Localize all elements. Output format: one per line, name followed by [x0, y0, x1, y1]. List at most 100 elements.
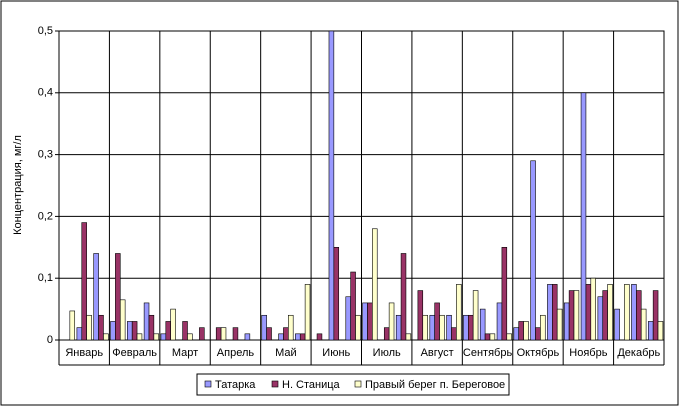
- y-tick-label: 0,5: [38, 25, 53, 37]
- bar: [383, 327, 390, 341]
- bar: [299, 333, 306, 341]
- bar: [590, 277, 596, 341]
- bar: [657, 321, 664, 341]
- bar: [136, 333, 143, 341]
- bar: [153, 333, 160, 341]
- bar: [614, 308, 620, 341]
- bar: [513, 327, 520, 341]
- x-tick-label: Декабрь: [617, 347, 660, 359]
- legend-label: Н. Станица: [282, 379, 341, 391]
- bar: [333, 247, 340, 341]
- bar: [624, 284, 630, 341]
- bar: [98, 314, 104, 341]
- bar: [143, 302, 150, 341]
- bar: [631, 284, 637, 341]
- bar: [115, 253, 121, 341]
- bar: [439, 314, 445, 341]
- bar: [350, 271, 356, 341]
- bar: [395, 314, 402, 341]
- bar: [568, 290, 575, 341]
- x-tick-label: Август: [421, 347, 454, 359]
- bar: [479, 308, 486, 341]
- bar: [388, 302, 395, 341]
- bar: [345, 296, 351, 341]
- bar: [434, 302, 440, 341]
- bar: [400, 253, 407, 341]
- x-tick-label: Февраль: [112, 347, 157, 359]
- bar: [362, 302, 368, 341]
- x-tick-label: Апрель: [217, 347, 255, 359]
- bar: [597, 296, 604, 341]
- bar: [372, 228, 378, 341]
- bar: [456, 284, 462, 341]
- bar: [69, 310, 76, 341]
- bar: [367, 302, 373, 341]
- bar: [148, 314, 155, 341]
- bar: [422, 314, 428, 341]
- bar: [220, 327, 227, 341]
- bar: [489, 333, 496, 341]
- bar: [187, 333, 193, 341]
- bar: [451, 327, 457, 341]
- bar: [518, 321, 524, 341]
- y-tick-label: 0,3: [38, 149, 53, 161]
- bar: [540, 314, 546, 341]
- y-tick-label: 0: [47, 334, 53, 346]
- x-tick-label: Май: [275, 347, 297, 359]
- bar: [261, 314, 267, 341]
- bar: [160, 333, 167, 341]
- bar: [463, 314, 469, 341]
- bar: [355, 314, 361, 341]
- bar: [530, 160, 536, 341]
- y-tick-label: 0,2: [38, 210, 53, 222]
- x-tick-label: Июнь: [322, 347, 350, 359]
- bar: [506, 333, 512, 341]
- bar: [640, 308, 647, 341]
- bar: [523, 321, 529, 341]
- bar: [429, 314, 435, 341]
- bar: [295, 333, 301, 341]
- bar: [405, 333, 412, 341]
- bar: [127, 321, 133, 341]
- bar: [182, 321, 188, 341]
- bar: [103, 333, 109, 341]
- legend-swatch: [271, 380, 279, 388]
- bar: [232, 327, 239, 341]
- bar: [484, 333, 491, 341]
- bar: [563, 302, 570, 341]
- bar: [119, 299, 126, 341]
- bar: [496, 302, 503, 341]
- bar: [199, 327, 205, 341]
- bar: [535, 327, 541, 341]
- bar: [93, 253, 99, 341]
- bar: [81, 222, 87, 341]
- x-tick-label: Июль: [373, 347, 401, 359]
- bar: [417, 290, 424, 341]
- bar: [501, 247, 508, 341]
- bar: [607, 284, 613, 341]
- bar: [556, 308, 563, 341]
- bar: [328, 30, 335, 341]
- bar: [580, 92, 587, 341]
- x-tick-label: Март: [172, 347, 198, 359]
- bar: [86, 314, 92, 341]
- bar: [467, 314, 474, 341]
- bar: [283, 327, 289, 341]
- legend-swatch: [204, 380, 212, 388]
- bar: [76, 327, 83, 341]
- legend-label: Правый берег п. Береговое: [365, 379, 505, 391]
- x-tick-label: Ноябрь: [569, 347, 607, 359]
- bar: [266, 327, 272, 341]
- x-tick-label: Октябрь: [517, 347, 560, 359]
- y-tick-label: 0,4: [38, 87, 53, 99]
- bar: [131, 321, 138, 341]
- bar: [110, 321, 116, 341]
- bar: [573, 290, 580, 341]
- bar: [215, 327, 222, 341]
- legend-swatch: [354, 380, 362, 388]
- legend: [196, 373, 510, 396]
- bar: [602, 290, 608, 341]
- bar: [165, 321, 171, 341]
- bar: [652, 290, 659, 341]
